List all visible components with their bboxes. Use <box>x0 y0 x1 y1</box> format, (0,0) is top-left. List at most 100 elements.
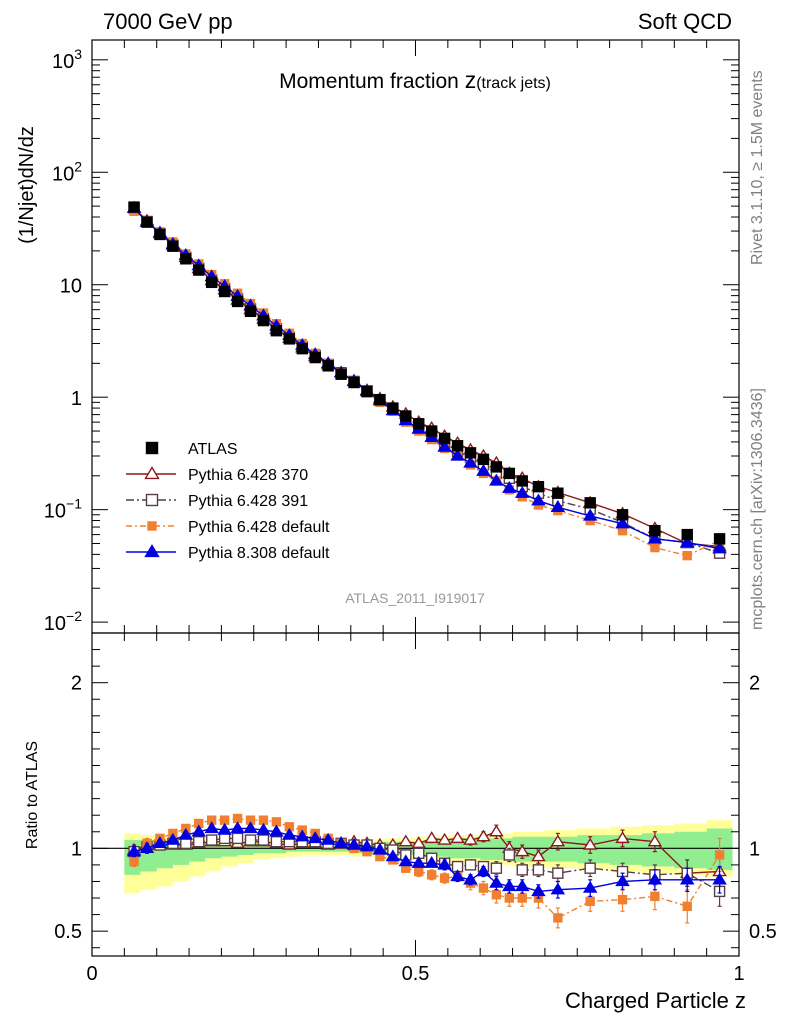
x-tick-label: 1 <box>733 963 744 985</box>
main-y-tick-base: 10 <box>44 501 66 523</box>
main-y-tick-label: 103 <box>52 46 82 73</box>
ratio-point-pythia-8-308-default <box>165 832 181 845</box>
x-axis-label: Charged Particle z <box>565 988 746 1013</box>
main-y-tick-exponent: −2 <box>66 608 82 624</box>
ratio-point-pythia-6-428-391 <box>270 836 283 848</box>
main-point-pythia-8-308-default <box>615 516 630 529</box>
main-point-atlas <box>616 509 629 521</box>
main-point-atlas <box>270 325 283 337</box>
ratio-axes: 0.5 0.51 12 20 0.5 1 <box>54 633 777 985</box>
main-point-atlas <box>451 440 464 452</box>
main-y-tick-base: 10 <box>60 276 82 298</box>
ratio-point-pythia-8-308-default <box>550 882 566 895</box>
main-point-pythia-8-308-default <box>679 535 695 548</box>
legend-entry: Pythia 6.428 370 <box>126 466 308 484</box>
x-tick-label: 0 <box>86 963 97 985</box>
ratio-point-pythia-8-308-default <box>463 872 478 885</box>
ratio-point-pythia-8-308-default <box>269 824 284 837</box>
ratio-point-pythia-6-428-default <box>585 896 595 907</box>
ratio-point-pythia-6-428-default <box>129 856 139 867</box>
main-point-pythia-8-308-default <box>531 493 546 506</box>
main-point-atlas <box>244 305 257 318</box>
legend-marker <box>145 441 159 455</box>
ratio-point-pythia-8-308-default <box>126 844 142 857</box>
ratio-point-pythia-8-308-default <box>437 857 452 870</box>
legend-label: Pythia 8.308 default <box>188 545 330 562</box>
ratio-y-tick-label: 1 <box>71 838 82 860</box>
ratio-point-pythia-6-428-370 <box>411 836 426 849</box>
ratio-point-pythia-6-428-default <box>650 891 660 902</box>
main-y-tick-exponent: 3 <box>74 46 82 62</box>
main-point-pythia-8-308-default <box>450 448 465 461</box>
main-y-tick-base: 1 <box>71 388 82 410</box>
ratio-point-pythia-6-428-391 <box>205 834 218 846</box>
ratio-point-pythia-6-428-391 <box>244 834 257 846</box>
ratio-point-pythia-8-308-default <box>450 869 465 882</box>
ratio-point-pythia-8-308-default <box>411 856 426 868</box>
ratio-point-pythia-6-428-370 <box>489 824 504 837</box>
ratio-point-pythia-8-308-default <box>346 837 362 850</box>
main-point-pythia-8-308-default <box>582 508 598 521</box>
ratio-point-pythia-6-428-370 <box>463 832 478 845</box>
ratio-point-pythia-8-308-default <box>191 824 206 837</box>
ratio-point-pythia-6-428-391 <box>490 862 503 874</box>
ratio-point-pythia-6-428-370 <box>476 829 491 842</box>
main-point-atlas <box>387 402 399 414</box>
main-point-atlas <box>231 295 244 308</box>
main-point-atlas <box>681 528 693 541</box>
ratio-point-pythia-6-428-default <box>517 893 527 903</box>
main-point-atlas <box>552 487 564 499</box>
main-point-atlas <box>361 385 373 398</box>
main-y-tick-label: 1 <box>71 388 82 410</box>
ratio-y-tick-label: 2 <box>71 673 82 695</box>
ratio-point-pythia-8-308-default <box>320 832 336 845</box>
legend: ATLAS Pythia 6.428 370 Pythia 6.428 391 Pyt… <box>126 441 330 562</box>
ratio-point-pythia-8-308-default <box>295 829 310 842</box>
ratio-point-pythia-6-428-391 <box>231 832 244 845</box>
main-y-tick-label: 10−1 <box>44 496 82 523</box>
main-y-tick-base: 10 <box>52 51 74 73</box>
ratio-point-pythia-8-308-default <box>398 854 414 867</box>
ratio-y-tick-label-right: 2 <box>749 673 760 695</box>
x-tick-label: 0.5 <box>402 963 430 985</box>
main-y-tick-base: 10 <box>52 163 74 185</box>
main-point-atlas <box>141 216 153 228</box>
main-point-atlas <box>335 368 347 380</box>
main-y-tick-exponent: −1 <box>66 496 82 512</box>
legend-label: ATLAS <box>188 441 238 458</box>
ratio-point-pythia-8-308-default <box>531 884 546 897</box>
ratio-point-pythia-6-428-default <box>478 883 489 893</box>
ratio-y-tick-label-right: 0.5 <box>749 921 777 943</box>
ratio-point-pythia-6-428-391 <box>464 859 477 871</box>
ratio-point-pythia-6-428-370 <box>550 834 566 847</box>
main-point-pythia-8-308-default <box>647 531 663 544</box>
main-point-atlas <box>400 410 412 422</box>
ratio-inner-band <box>124 828 733 875</box>
legend-marker <box>147 521 157 531</box>
mcplots-label: mcplots.cern.ch [arXiv:1306.3436] <box>749 388 766 630</box>
main-point-pythia-8-308-default <box>502 480 517 493</box>
main-point-atlas <box>309 351 321 364</box>
legend-marker <box>145 493 159 507</box>
ratio-point-pythia-6-428-370 <box>531 849 546 862</box>
ratio-point-pythia-6-428-391 <box>193 836 205 848</box>
ratio-point-pythia-8-308-default <box>515 879 530 892</box>
main-y-tick-label: 10−2 <box>44 608 82 635</box>
main-point-atlas <box>584 497 596 509</box>
main-point-pythia-8-308-default <box>437 439 452 452</box>
ratio-point-pythia-6-428-default <box>491 890 502 900</box>
main-point-atlas <box>218 285 231 298</box>
ratio-point-pythia-6-428-391 <box>503 849 516 861</box>
ratio-point-pythia-6-428-default <box>553 913 563 923</box>
ratio-point-pythia-8-308-default <box>647 872 663 885</box>
main-y-label: (1/Njet)dN/dz <box>16 126 38 244</box>
ratio-point-pythia-6-428-370 <box>437 832 452 845</box>
legend-label: Pythia 6.428 default <box>188 519 330 536</box>
main-point-atlas <box>167 240 179 252</box>
ratio-point-pythia-6-428-391 <box>552 867 564 879</box>
ratio-point-pythia-8-308-default <box>372 842 388 855</box>
main-point-pythia-8-308-default <box>712 541 727 554</box>
ratio-point-pythia-8-308-default <box>282 827 297 840</box>
ratio-point-pythia-6-428-370 <box>582 837 598 850</box>
